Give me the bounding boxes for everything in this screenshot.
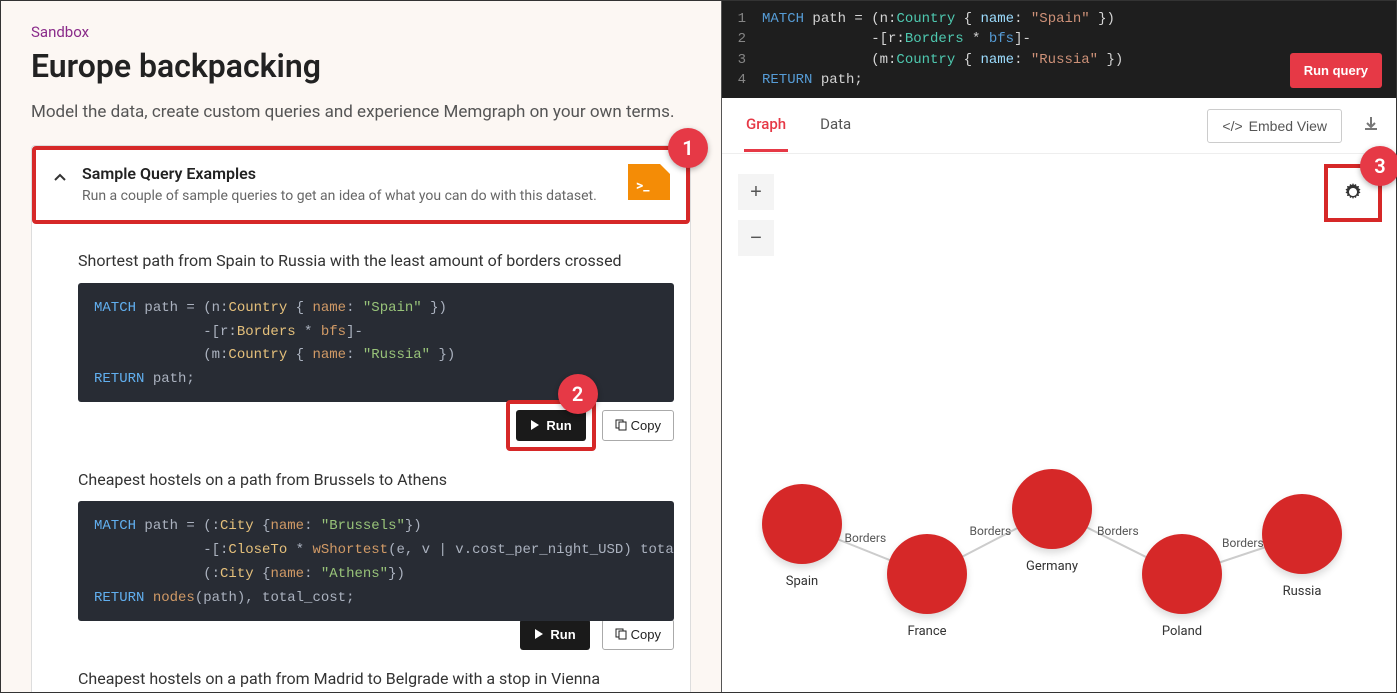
examples-desc: Run a couple of sample queries to get an…: [82, 187, 616, 207]
graph-node[interactable]: Spain: [762, 484, 842, 564]
play-icon: [530, 420, 540, 430]
graph-node[interactable]: Germany: [1012, 469, 1092, 549]
breadcrumb[interactable]: Sandbox: [31, 23, 691, 41]
graph-node[interactable]: Poland: [1142, 534, 1222, 614]
examples-header[interactable]: Sample Query Examples Run a couple of sa…: [32, 146, 690, 225]
gear-icon: [1343, 182, 1363, 202]
run-query-button[interactable]: Run query: [1290, 53, 1382, 88]
node-label: Germany: [1026, 559, 1078, 574]
edge-label: Borders: [845, 531, 887, 545]
embed-label: Embed View: [1249, 118, 1327, 134]
copy-button[interactable]: Copy: [602, 410, 674, 441]
node-label: Poland: [1162, 624, 1202, 639]
example-desc-1: Cheapest hostels on a path from Brussels…: [78, 469, 674, 491]
copy-label: Copy: [631, 418, 661, 433]
embed-view-button[interactable]: </> Embed View: [1207, 109, 1342, 143]
terminal-file-icon: >_: [628, 164, 670, 200]
download-icon[interactable]: [1362, 115, 1380, 137]
annotation-badge-3: 3: [1360, 146, 1397, 186]
settings-button[interactable]: [1343, 182, 1363, 205]
left-panel: Sandbox Europe backpacking Model the dat…: [1, 1, 721, 692]
zoom-out-button[interactable]: −: [738, 220, 774, 256]
copy-icon: [615, 628, 627, 640]
annotation-badge-1: 1: [668, 128, 708, 168]
zoom-controls: + −: [738, 174, 774, 256]
edge-label: Borders: [970, 524, 1012, 538]
result-toolbar: Graph Data </> Embed View: [722, 98, 1396, 154]
run-button-highlight: Run 2: [506, 400, 595, 451]
example-desc-2: Cheapest hostels on a path from Madrid t…: [78, 668, 674, 690]
copy-icon: [615, 419, 627, 431]
query-editor[interactable]: 1MATCH path = (n:Country { name: "Spain"…: [722, 1, 1396, 98]
example-desc-0: Shortest path from Spain to Russia with …: [78, 250, 674, 272]
run-label: Run: [550, 627, 575, 642]
copy-button[interactable]: Copy: [602, 619, 674, 650]
examples-body: Shortest path from Spain to Russia with …: [32, 224, 690, 690]
examples-title: Sample Query Examples: [82, 164, 616, 183]
tab-data[interactable]: Data: [818, 99, 853, 152]
run-button[interactable]: Run: [520, 619, 589, 650]
edge-label: Borders: [1097, 524, 1139, 538]
examples-card: Sample Query Examples Run a couple of sa…: [31, 145, 691, 692]
annotation-badge-2: 2: [558, 374, 598, 414]
play-icon: [534, 629, 544, 639]
code-icon: </>: [1222, 118, 1242, 134]
run-button[interactable]: Run: [516, 410, 585, 441]
zoom-in-button[interactable]: +: [738, 174, 774, 210]
edge-label: Borders: [1222, 536, 1264, 550]
node-label: France: [907, 624, 946, 639]
node-label: Spain: [786, 574, 818, 589]
page-subtitle: Model the data, create custom queries an…: [31, 101, 691, 125]
code-block-1: MATCH path = (:City {name: "Brussels"}) …: [78, 501, 674, 620]
graph-canvas[interactable]: + − 3 BordersBordersBordersBordersSpainF…: [722, 154, 1396, 692]
chevron-up-icon: [52, 170, 68, 190]
settings-highlight: 3: [1324, 164, 1382, 222]
graph-node[interactable]: France: [887, 534, 967, 614]
run-label: Run: [546, 418, 571, 433]
page-title: Europe backpacking: [31, 47, 691, 85]
node-label: Russia: [1283, 584, 1322, 599]
tab-graph[interactable]: Graph: [744, 99, 788, 152]
graph-visualization: BordersBordersBordersBordersSpainFranceG…: [722, 454, 1396, 654]
right-panel: 1MATCH path = (n:Country { name: "Spain"…: [721, 1, 1396, 692]
graph-node[interactable]: Russia: [1262, 494, 1342, 574]
copy-label: Copy: [631, 627, 661, 642]
